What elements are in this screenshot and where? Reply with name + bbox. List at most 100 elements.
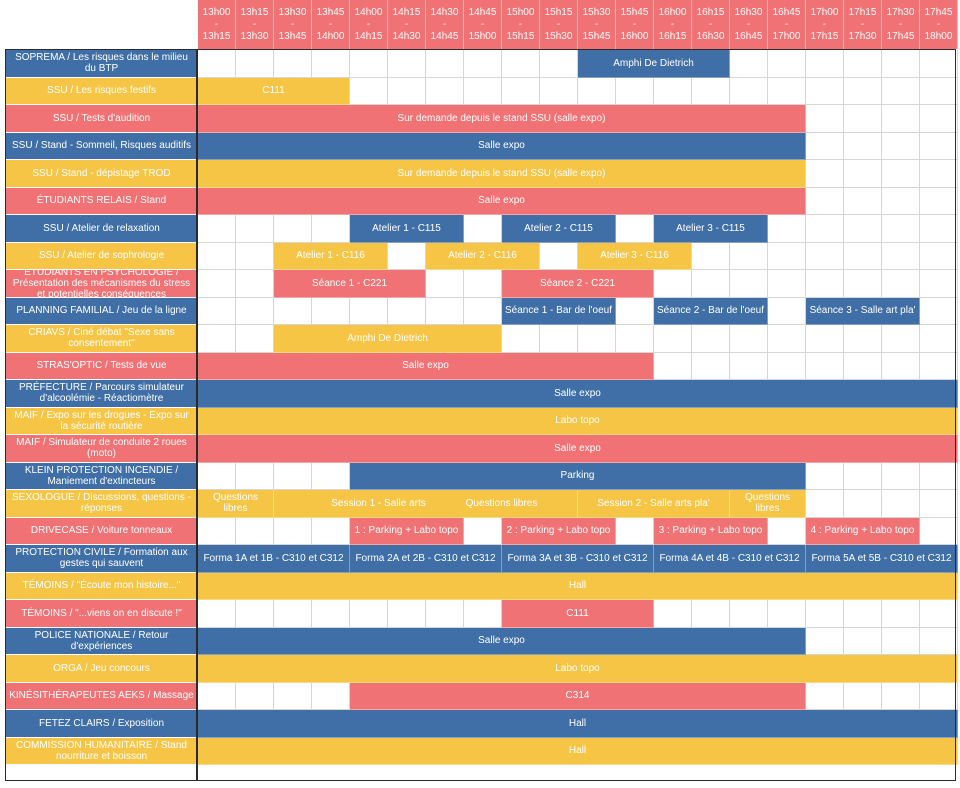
event-block: Session 2 - Salle arts pla' [578, 490, 730, 518]
empty-slot [312, 600, 350, 628]
empty-slot [768, 242, 806, 270]
empty-slot [806, 215, 844, 243]
empty-slot [654, 77, 692, 105]
empty-slot [844, 187, 882, 215]
event-block: 1 : Parking + Labo topo [350, 517, 464, 545]
empty-slot [388, 242, 426, 270]
empty-slot [920, 325, 958, 353]
event-block: Sur demande depuis le stand SSU (salle e… [198, 160, 806, 188]
time-start: 15h30 [582, 6, 611, 18]
empty-slot [502, 50, 540, 78]
empty-slot [920, 517, 958, 545]
time-separator: - [670, 18, 675, 30]
time-start: 17h15 [848, 6, 877, 18]
time-end: 15h45 [582, 30, 611, 42]
time-slot-header: 16h30-16h45 [730, 0, 768, 49]
event-block: Atelier 1 - C116 [274, 242, 388, 270]
event-block: Salle expo [198, 435, 958, 463]
empty-slot [882, 270, 920, 298]
row-label: SOPREMA / Les risques dans le milieu du … [5, 50, 198, 78]
row-label: TÉMOINS / "Écoute mon histoire..." [5, 572, 198, 600]
empty-slot [768, 352, 806, 380]
empty-slot [806, 270, 844, 298]
empty-slot [882, 627, 920, 655]
empty-slot [312, 682, 350, 710]
time-slot-header: 13h00-13h15 [198, 0, 236, 49]
empty-slot [464, 297, 502, 325]
time-start: 16h00 [658, 6, 687, 18]
row-label: SSU / Atelier de relaxation [5, 215, 198, 243]
empty-slot [730, 600, 768, 628]
empty-slot [236, 270, 274, 298]
event-block: Parking [350, 462, 806, 490]
empty-slot [236, 50, 274, 78]
empty-slot [198, 270, 236, 298]
event-block: Atelier 3 - C115 [654, 215, 768, 243]
row-label: MAIF / Simulateur de conduite 2 roues (m… [5, 435, 198, 463]
empty-slot [806, 242, 844, 270]
empty-slot [768, 600, 806, 628]
event-block: Hall [198, 572, 958, 600]
empty-slot [882, 352, 920, 380]
time-slot-header: 15h45-16h00 [616, 0, 654, 49]
event-block: Atelier 2 - C115 [502, 215, 616, 243]
empty-slot [844, 627, 882, 655]
event-block: Salle expo [198, 627, 806, 655]
empty-slot [616, 517, 654, 545]
event-block: Atelier 2 - C116 [426, 242, 540, 270]
row-label: COMMISSION HUMANITAIRE / Stand nourritur… [5, 737, 198, 765]
empty-slot [806, 105, 844, 133]
empty-slot [882, 160, 920, 188]
time-start: 16h30 [734, 6, 763, 18]
empty-slot [920, 242, 958, 270]
empty-slot [388, 297, 426, 325]
event-block: 4 : Parking + Labo topo [806, 517, 920, 545]
empty-slot [692, 77, 730, 105]
empty-slot [806, 77, 844, 105]
empty-slot [274, 682, 312, 710]
event-block: Séance 1 - Bar de l'oeuf [502, 297, 616, 325]
empty-slot [464, 50, 502, 78]
empty-slot [844, 77, 882, 105]
empty-slot [806, 160, 844, 188]
row-label: SSU / Stand - Sommeil, Risques auditifs [5, 132, 198, 160]
empty-slot [882, 490, 920, 518]
time-slot-header: 17h45-18h00 [920, 0, 958, 49]
time-start: 14h30 [430, 6, 459, 18]
empty-slot [236, 242, 274, 270]
row-label: MAIF / Expo sur les drogues - Expo sur l… [5, 407, 198, 435]
event-block: Salle expo [198, 380, 958, 408]
empty-slot [692, 600, 730, 628]
time-end: 15h15 [506, 30, 535, 42]
empty-slot [540, 325, 578, 353]
empty-slot [312, 215, 350, 243]
event-block: C111 [198, 77, 350, 105]
empty-slot [692, 270, 730, 298]
empty-slot [388, 50, 426, 78]
time-separator: - [328, 18, 333, 30]
empty-slot [730, 50, 768, 78]
empty-slot [236, 517, 274, 545]
empty-slot [920, 160, 958, 188]
event-block: 3 : Parking + Labo topo [654, 517, 768, 545]
time-end: 17h45 [886, 30, 915, 42]
time-end: 13h45 [278, 30, 307, 42]
time-slot-header: 17h30-17h45 [882, 0, 920, 49]
empty-slot [844, 325, 882, 353]
empty-slot [844, 490, 882, 518]
empty-slot [768, 77, 806, 105]
empty-slot [844, 600, 882, 628]
event-block: Séance 2 - C221 [502, 270, 654, 298]
row-label: CRIAVS / Ciné débat "Sexe sans consentem… [5, 325, 198, 353]
empty-slot [844, 242, 882, 270]
empty-slot [806, 187, 844, 215]
empty-slot [274, 462, 312, 490]
empty-slot [426, 77, 464, 105]
empty-slot [426, 270, 464, 298]
empty-slot [654, 325, 692, 353]
empty-slot [616, 297, 654, 325]
empty-slot [882, 462, 920, 490]
time-separator: - [594, 18, 599, 30]
event-block: Questions libres [198, 490, 274, 518]
